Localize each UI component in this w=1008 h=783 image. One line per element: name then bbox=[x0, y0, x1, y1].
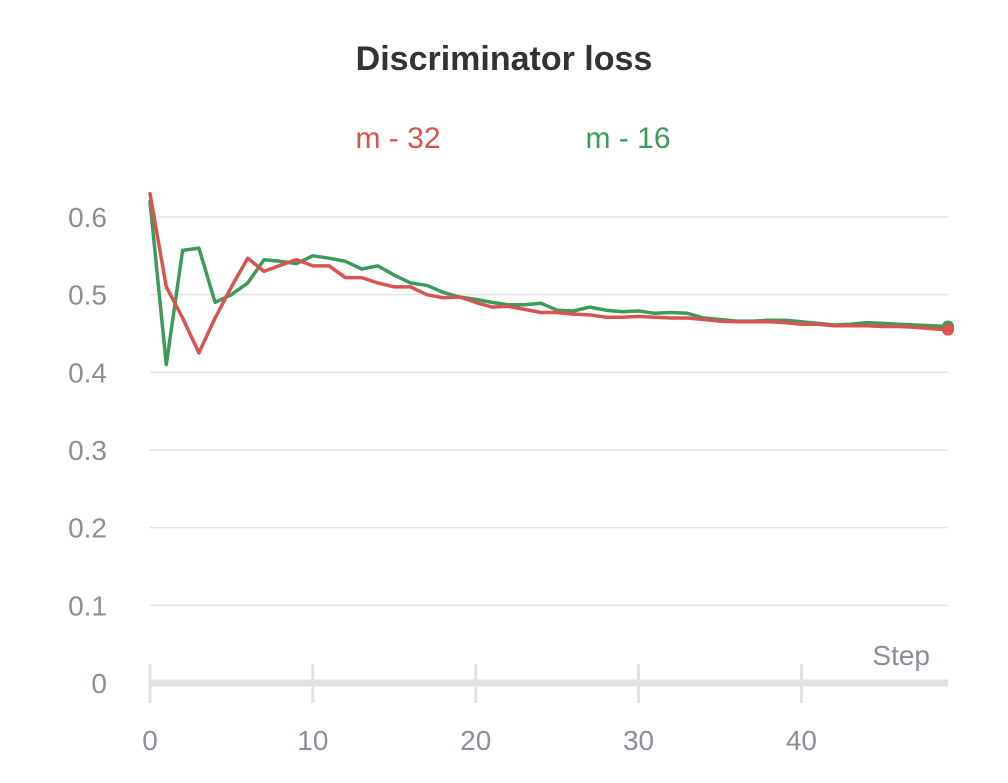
y-tick-label: 0 bbox=[91, 668, 107, 699]
series-line-m-16[interactable] bbox=[148, 199, 950, 367]
grid-lines bbox=[150, 216, 948, 607]
x-tick-label: 10 bbox=[297, 725, 328, 756]
x-tick-label: 40 bbox=[786, 725, 817, 756]
x-tick-label: 0 bbox=[142, 725, 158, 756]
x-axis: 0 10 20 30 40 bbox=[142, 664, 948, 756]
series-line-m-32[interactable] bbox=[148, 191, 950, 355]
legend-entry-m-16[interactable]: m - 16 bbox=[585, 122, 670, 155]
series-lines bbox=[148, 191, 954, 367]
x-axis-label: Step bbox=[872, 640, 930, 671]
y-tick-label: 0.4 bbox=[68, 357, 107, 388]
y-tick-label: 0.5 bbox=[68, 280, 107, 311]
chart-title: Discriminator loss bbox=[356, 40, 653, 78]
y-axis: 0 0.1 0.2 0.3 0.4 0.5 0.6 bbox=[68, 202, 107, 699]
series-end-marker-m-32[interactable] bbox=[942, 323, 954, 336]
y-tick-label: 0.3 bbox=[68, 435, 107, 466]
y-tick-label: 0.1 bbox=[68, 590, 107, 621]
x-tick-label: 20 bbox=[460, 725, 491, 756]
y-tick-label: 0.6 bbox=[68, 202, 107, 233]
legend-entry-m-32[interactable]: m - 32 bbox=[355, 122, 440, 155]
y-tick-label: 0.2 bbox=[68, 513, 107, 544]
x-tick-label: 30 bbox=[623, 725, 654, 756]
